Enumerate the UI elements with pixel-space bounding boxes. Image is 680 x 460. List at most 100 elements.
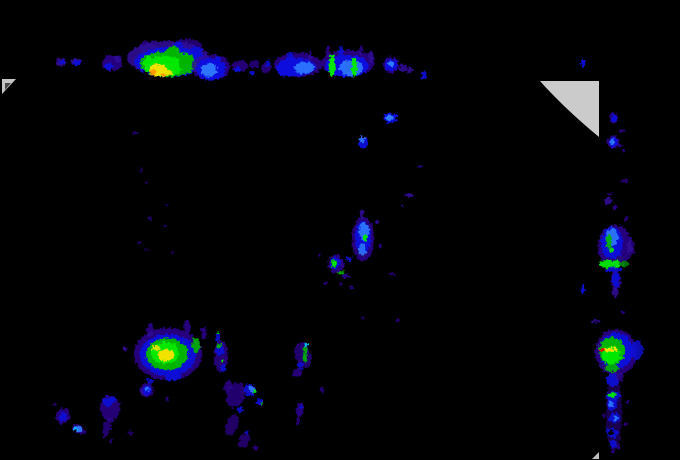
radar-echo: [150, 69, 156, 75]
radar-echo: [599, 348, 605, 352]
radar-echo: [631, 340, 643, 360]
radar-echo: [147, 323, 153, 337]
radar-echo: [328, 55, 336, 77]
radar-echo: [152, 345, 160, 351]
radar-echo: [223, 380, 233, 392]
radar-echo: [292, 369, 302, 377]
radar-echo: [612, 272, 620, 288]
radar-echo: [399, 64, 407, 72]
radar-echo: [137, 241, 141, 245]
radar-echo: [617, 445, 621, 449]
radar-echo: [591, 319, 601, 323]
radar-echo: [148, 216, 152, 220]
radar-echo: [606, 235, 612, 249]
radar-echo: [339, 60, 363, 76]
radar-echo: [368, 51, 374, 63]
radar-echo: [297, 362, 303, 370]
radar-echo: [378, 244, 382, 248]
radar-echo: [165, 373, 181, 381]
radar-echo: [611, 287, 619, 297]
radar-echo: [110, 396, 116, 402]
radar-echo: [128, 431, 132, 435]
radar-echo: [217, 343, 221, 349]
radar-echo: [617, 143, 623, 147]
radar-echo: [613, 415, 619, 421]
radar-echo: [602, 413, 606, 417]
radar-echo: [161, 73, 165, 77]
radar-echo: [215, 332, 221, 342]
radar-echo: [611, 450, 615, 454]
radar-echo: [361, 316, 365, 320]
radar-echo: [123, 347, 127, 351]
radar-echo: [163, 70, 173, 76]
radar-echo: [307, 51, 313, 61]
radar-echo: [605, 364, 619, 372]
radar-echo: [179, 53, 193, 71]
radar-echo: [610, 247, 614, 253]
radar-echo: [581, 58, 585, 68]
radar-echo: [358, 244, 366, 256]
top-right-no-data-wedge: [540, 81, 599, 137]
radar-echo: [253, 446, 257, 450]
radar-echo: [252, 390, 256, 394]
radar-echo: [388, 61, 394, 67]
radar-echo: [158, 349, 174, 361]
radar-echo: [184, 320, 190, 334]
radar-echo: [249, 60, 259, 68]
radar-echo: [163, 224, 167, 228]
radar-echo: [114, 55, 122, 63]
radar-echo: [145, 248, 149, 252]
radar-echo: [624, 422, 628, 426]
radar-echo: [144, 386, 150, 392]
radar-echo: [609, 440, 617, 448]
radar-echo: [201, 63, 217, 77]
radar-echo: [621, 310, 625, 314]
radar-echo: [619, 179, 629, 183]
radar-echo: [608, 401, 614, 407]
radar-echo: [616, 373, 624, 381]
radar-echo: [622, 149, 626, 153]
radar-echo: [396, 318, 400, 322]
radar-echo: [375, 220, 379, 224]
radar-echo: [339, 282, 343, 286]
echo-layer: [53, 39, 643, 454]
radar-echo: [165, 397, 169, 401]
radar-echo: [216, 331, 220, 335]
radar-echo: [249, 386, 255, 392]
radar-echo: [226, 382, 246, 408]
radar-echo: [238, 432, 250, 448]
radar-echo: [278, 68, 290, 76]
radar-echo: [260, 401, 264, 405]
radar-echo: [249, 71, 255, 75]
radar-echo: [609, 139, 615, 145]
radar-echo: [220, 364, 226, 372]
radar-echo: [418, 164, 422, 168]
bottom-right-corner-mark: [592, 452, 599, 459]
radar-echo: [605, 267, 621, 273]
radar-echo: [225, 414, 239, 436]
radar-echo: [299, 405, 303, 409]
radar-echo: [59, 412, 67, 422]
radar-echo: [237, 407, 243, 413]
radar-echo: [359, 222, 369, 240]
radar-echo: [625, 400, 629, 404]
radar-echo: [359, 45, 363, 55]
radar-echo: [342, 274, 350, 278]
radar-echo: [608, 430, 614, 436]
left-fold-marker-inner: [5, 83, 11, 90]
radar-echo: [104, 62, 114, 70]
radar-echo: [102, 418, 112, 438]
radar-echo: [201, 327, 207, 339]
radar-echo: [294, 62, 314, 74]
radar-echo: [234, 67, 242, 73]
radar-echo: [407, 67, 413, 73]
radar-echo: [74, 427, 78, 431]
radar-echo: [220, 359, 224, 363]
radar-echo: [607, 373, 619, 387]
radar-echo: [287, 52, 293, 62]
radar-echo: [351, 57, 357, 77]
radar-echo: [363, 235, 367, 241]
radar-echo: [360, 210, 364, 220]
radar-echo: [109, 439, 113, 443]
